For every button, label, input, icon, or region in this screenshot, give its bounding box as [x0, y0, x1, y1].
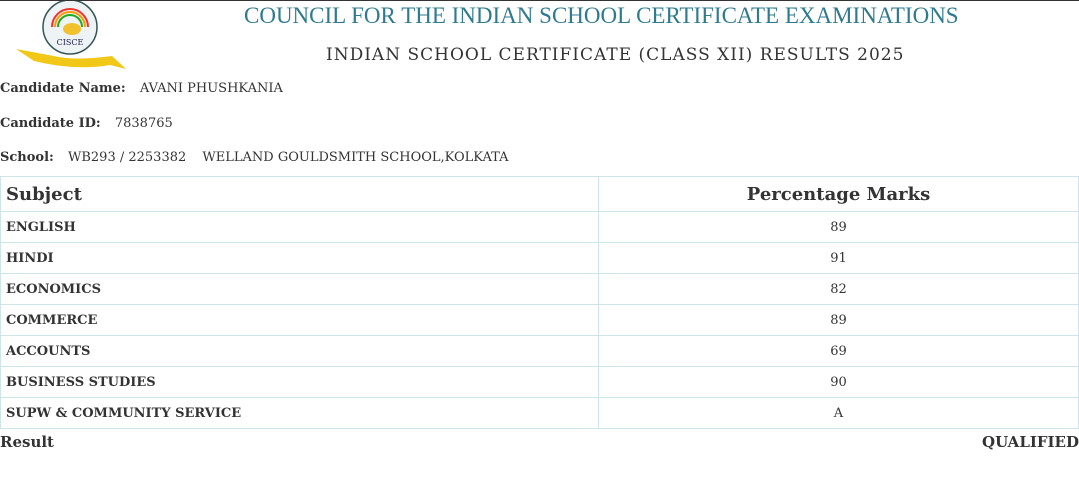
- marks-cell: 82: [598, 273, 1079, 305]
- table-row: ACCOUNTS 69: [0, 335, 1079, 367]
- subject-cell: ECONOMICS: [0, 273, 599, 305]
- subject-cell: SUPW & COMMUNITY SERVICE: [0, 397, 599, 429]
- school-name: WELLAND GOULDSMITH SCHOOL,KOLKATA: [202, 150, 509, 165]
- cisce-logo: CISCE: [16, 1, 126, 69]
- candidate-id: 7838765: [114, 116, 173, 131]
- marks-cell: 89: [598, 211, 1079, 243]
- marks-cell: 90: [598, 366, 1079, 398]
- school-code: WB293 / 2253382: [67, 150, 187, 165]
- subject-cell: COMMERCE: [0, 304, 599, 336]
- marks-cell: 69: [598, 335, 1079, 367]
- marks-table: Subject Percentage Marks ENGLISH 89 HINDI 9…: [0, 176, 1079, 429]
- marks-cell: 89: [598, 304, 1079, 336]
- candidate-name: AVANI PHUSHKANIA: [139, 81, 283, 96]
- result-label: Result: [0, 433, 54, 451]
- marks-cell: 91: [598, 242, 1079, 274]
- subject-cell: HINDI: [0, 242, 599, 274]
- subject-cell: ACCOUNTS: [0, 335, 599, 367]
- table-row: HINDI 91: [0, 242, 1079, 274]
- result-row: Result QUALIFIED: [0, 433, 1079, 451]
- marks-cell: A: [598, 397, 1079, 429]
- table-row: BUSINESS STUDIES 90: [0, 366, 1079, 398]
- result-value: QUALIFIED: [982, 433, 1079, 451]
- svg-text:CISCE: CISCE: [57, 38, 84, 47]
- table-row: ECONOMICS 82: [0, 273, 1079, 305]
- candidate-name-label: Candidate Name:: [0, 81, 126, 96]
- subject-cell: BUSINESS STUDIES: [0, 366, 599, 398]
- candidate-name-row: Candidate Name: AVANI PHUSHKANIA: [0, 81, 295, 96]
- candidate-id-label: Candidate ID:: [0, 116, 101, 131]
- subject-cell: ENGLISH: [0, 211, 599, 243]
- candidate-id-row: Candidate ID: 7838765: [0, 116, 185, 131]
- school-label: School:: [0, 150, 54, 165]
- table-row: ENGLISH 89: [0, 211, 1079, 243]
- school-row: School: WB293 / 2253382 WELLAND GOULDSMI…: [0, 150, 521, 165]
- page-subtitle: INDIAN SCHOOL CERTIFICATE (CLASS XII) RE…: [326, 45, 905, 65]
- marks-header: Percentage Marks: [598, 176, 1079, 212]
- subject-header: Subject: [0, 176, 599, 212]
- page-title: COUNCIL FOR THE INDIAN SCHOOL CERTIFICAT…: [244, 3, 959, 28]
- table-row: COMMERCE 89: [0, 304, 1079, 336]
- table-row: SUPW & COMMUNITY SERVICE A: [0, 397, 1079, 429]
